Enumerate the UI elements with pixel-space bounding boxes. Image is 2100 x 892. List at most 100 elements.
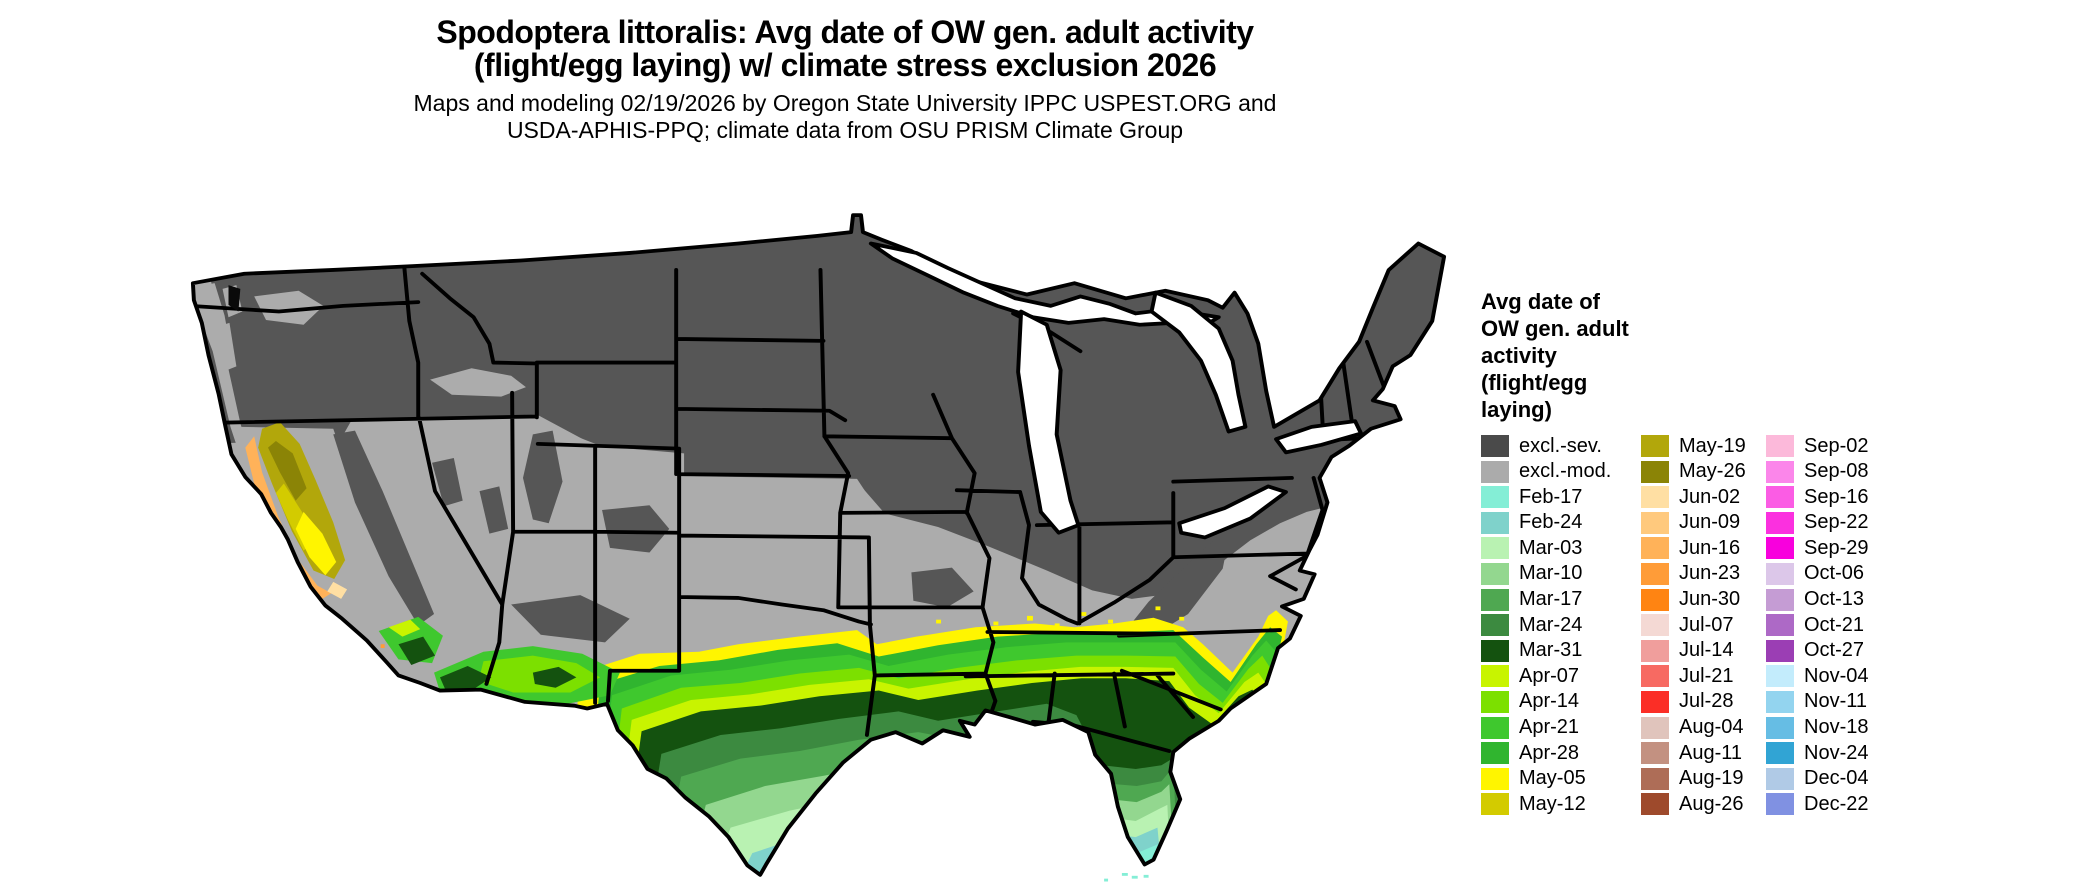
legend-row-mar31: Mar-31 bbox=[1481, 639, 1641, 662]
legend-swatch-dec04 bbox=[1766, 767, 1794, 790]
legend-label-jul28: Jul-28 bbox=[1679, 690, 1734, 713]
legend-row-apr14: Apr-14 bbox=[1481, 690, 1641, 713]
legend-row-aug19: Aug-19 bbox=[1641, 767, 1766, 790]
legend-swatch-mar24 bbox=[1481, 614, 1509, 637]
legend-label-oct27: Oct-27 bbox=[1804, 639, 1865, 662]
legend-row-may26: May-26 bbox=[1641, 460, 1766, 483]
legend-swatch-sep29 bbox=[1766, 537, 1794, 560]
legend-swatch-may26 bbox=[1641, 460, 1669, 483]
legend-row-mar10: Mar-10 bbox=[1481, 562, 1641, 585]
legend-swatch-nov11 bbox=[1766, 690, 1794, 713]
legend-swatch-jul14 bbox=[1641, 639, 1669, 662]
legend-swatch-sep16 bbox=[1766, 486, 1794, 509]
legend-row-aug11: Aug-11 bbox=[1641, 741, 1766, 765]
legend-label-feb17: Feb-17 bbox=[1519, 485, 1583, 508]
legend-label-nov18: Nov-18 bbox=[1804, 716, 1869, 739]
legend-label-oct13: Oct-13 bbox=[1804, 588, 1865, 611]
legend-row-jul14: Jul-14 bbox=[1641, 639, 1766, 662]
legend-row-apr21: Apr-21 bbox=[1481, 716, 1641, 739]
legend-label-may26: May-26 bbox=[1679, 460, 1746, 483]
legend-row-mar03: Mar-03 bbox=[1481, 536, 1641, 560]
legend-row-oct06: Oct-06 bbox=[1766, 562, 1891, 585]
legend-swatch-oct27 bbox=[1766, 639, 1794, 662]
legend-column-2: May-19 May-26 Jun-02 Jun-09 Jun-16 Jun-23 Jun-… bbox=[1641, 435, 1766, 819]
legend-columns: excl.-sev. excl.-mod. Feb-17 Feb-24 Mar-03 Ma… bbox=[1481, 435, 1891, 819]
legend-label-jun09: Jun-09 bbox=[1679, 511, 1741, 534]
legend-label-may12: May-12 bbox=[1519, 792, 1586, 815]
legend-swatch-may19 bbox=[1641, 435, 1669, 457]
legend-swatch-oct06 bbox=[1766, 562, 1794, 585]
legend-row-apr28: Apr-28 bbox=[1481, 741, 1641, 765]
legend-swatch-jun30 bbox=[1641, 588, 1669, 611]
legend-swatch-apr14 bbox=[1481, 690, 1509, 713]
legend-row-apr07: Apr-07 bbox=[1481, 664, 1641, 688]
legend-swatch-apr07 bbox=[1481, 665, 1509, 688]
legend-title-line: laying) bbox=[1481, 397, 1552, 422]
legend-swatch-jul28 bbox=[1641, 690, 1669, 713]
legend-label-dec22: Dec-22 bbox=[1804, 792, 1869, 815]
legend-row-aug04: Aug-04 bbox=[1641, 716, 1766, 739]
legend-title-line: activity bbox=[1481, 343, 1557, 368]
legend-row-jun30: Jun-30 bbox=[1641, 588, 1766, 611]
legend-row-dec04: Dec-04 bbox=[1766, 767, 1891, 790]
legend-label-jul21: Jul-21 bbox=[1679, 664, 1734, 687]
lake-erie bbox=[1177, 484, 1288, 540]
legend-row-sep16: Sep-16 bbox=[1766, 486, 1891, 509]
page-title: Spodoptera littoralis: Avg date of OW ge… bbox=[0, 16, 1690, 82]
legend-label-jun16: Jun-16 bbox=[1679, 536, 1741, 559]
legend-row-sep02: Sep-02 bbox=[1766, 435, 1891, 457]
legend-label-jun23: Jun-23 bbox=[1679, 562, 1741, 585]
legend-row-nov04: Nov-04 bbox=[1766, 665, 1891, 688]
legend-row-excl_mod: excl.-mod. bbox=[1481, 460, 1641, 483]
legend-row-sep22: Sep-22 bbox=[1766, 511, 1891, 534]
legend-label-mar10: Mar-10 bbox=[1519, 562, 1583, 585]
lake-michigan bbox=[1016, 309, 1081, 535]
legend-swatch-feb17 bbox=[1481, 486, 1509, 509]
legend-label-oct21: Oct-21 bbox=[1804, 613, 1865, 636]
legend-row-feb17: Feb-17 bbox=[1481, 485, 1641, 509]
legend-row-jun02: Jun-02 bbox=[1641, 486, 1766, 509]
map-legend: Avg date of OW gen. adult activity (flig… bbox=[1481, 288, 1921, 816]
legend-label-excl_mod: excl.-mod. bbox=[1519, 460, 1612, 483]
legend-row-excl_sev: excl.-sev. bbox=[1481, 435, 1641, 457]
legend-swatch-oct13 bbox=[1766, 588, 1794, 611]
puget-sound-inlet bbox=[228, 285, 241, 312]
legend-label-apr07: Apr-07 bbox=[1519, 664, 1580, 687]
legend-label-feb24: Feb-24 bbox=[1519, 511, 1583, 534]
legend-swatch-oct21 bbox=[1766, 614, 1794, 637]
legend-label-sep29: Sep-29 bbox=[1804, 536, 1869, 559]
legend-label-sep08: Sep-08 bbox=[1804, 460, 1869, 483]
legend-label-may05: May-05 bbox=[1519, 767, 1586, 790]
legend-title-line: (flight/egg bbox=[1481, 370, 1588, 395]
state-borders bbox=[192, 266, 1386, 753]
legend-row-nov11: Nov-11 bbox=[1766, 690, 1891, 713]
legend-row-nov24: Nov-24 bbox=[1766, 742, 1891, 765]
legend-label-nov11: Nov-11 bbox=[1804, 690, 1867, 713]
legend-label-mar03: Mar-03 bbox=[1519, 536, 1583, 559]
legend-label-sep02: Sep-02 bbox=[1804, 434, 1869, 457]
legend-swatch-apr21 bbox=[1481, 716, 1509, 739]
great-lakes bbox=[868, 241, 1364, 540]
legend-label-aug04: Aug-04 bbox=[1679, 716, 1744, 739]
legend-swatch-mar31 bbox=[1481, 639, 1509, 662]
legend-label-aug11: Aug-11 bbox=[1679, 741, 1743, 764]
lake-huron bbox=[1149, 290, 1248, 434]
legend-swatch-sep08 bbox=[1766, 460, 1794, 483]
legend-row-mar17: Mar-17 bbox=[1481, 588, 1641, 611]
legend-swatch-sep02 bbox=[1766, 435, 1794, 457]
legend-swatch-jun09 bbox=[1641, 511, 1669, 534]
legend-swatch-may12 bbox=[1481, 793, 1509, 816]
legend-swatch-aug26 bbox=[1641, 793, 1669, 816]
legend-swatch-sep22 bbox=[1766, 511, 1794, 534]
legend-label-apr28: Apr-28 bbox=[1519, 741, 1580, 764]
lake-ontario bbox=[1274, 419, 1364, 455]
legend-swatch-nov04 bbox=[1766, 665, 1794, 688]
legend-column-1: excl.-sev. excl.-mod. Feb-17 Feb-24 Mar-03 Ma… bbox=[1481, 435, 1641, 819]
florida-keys bbox=[1104, 872, 1149, 882]
legend-swatch-jun23 bbox=[1641, 562, 1669, 585]
legend-label-jul07: Jul-07 bbox=[1679, 613, 1734, 636]
legend-swatch-excl_mod bbox=[1481, 460, 1509, 483]
legend-title-line: OW gen. adult bbox=[1481, 316, 1629, 341]
legend-swatch-apr28 bbox=[1481, 742, 1509, 765]
